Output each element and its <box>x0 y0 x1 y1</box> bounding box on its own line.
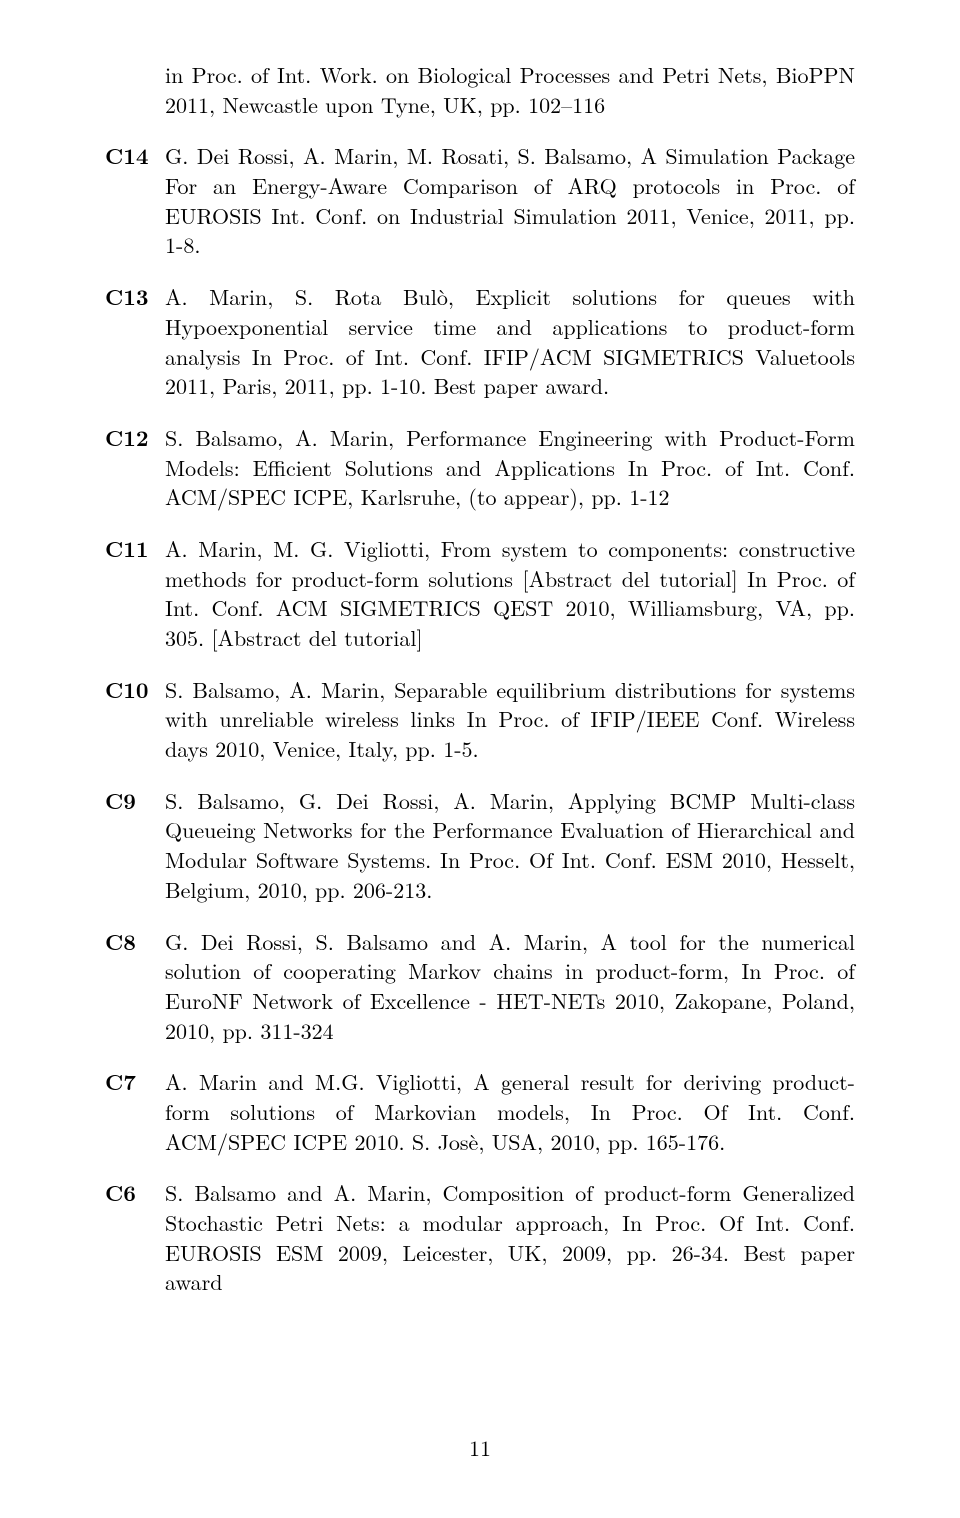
bib-label: C7 <box>105 1067 165 1156</box>
bib-entry-c8: C8 G. Dei Rossi, S. Balsamo and A. Marin… <box>105 927 855 1046</box>
bib-entry-c10: C10 S. Balsamo, A. Marin, Separable equi… <box>105 675 855 764</box>
bib-entry-c14: C14 G. Dei Rossi, A. Marin, M. Rosati, S… <box>105 141 855 260</box>
bib-label: C6 <box>105 1178 165 1297</box>
bib-text: A. Marin, S. Rota Bulò, Explicit solutio… <box>165 282 855 401</box>
bib-text: G. Dei Rossi, S. Balsamo and A. Marin, A… <box>165 927 855 1046</box>
bib-text: G. Dei Rossi, A. Marin, M. Rosati, S. Ba… <box>165 141 855 260</box>
bib-label: C9 <box>105 786 165 905</box>
bib-entry-c6: C6 S. Balsamo and A. Marin, Composition … <box>105 1178 855 1297</box>
continuation-paragraph: in Proc. of Int. Work. on Biological Pro… <box>165 60 855 119</box>
bib-entry-c9: C9 S. Balsamo, G. Dei Rossi, A. Marin, A… <box>105 786 855 905</box>
bib-text: A. Marin and M.G. Vigliotti, A general r… <box>165 1067 855 1156</box>
bib-label: C12 <box>105 423 165 512</box>
bib-entry-c11: C11 A. Marin, M. G. Vigliotti, From syst… <box>105 534 855 653</box>
bib-text: S. Balsamo, A. Marin, Performance Engine… <box>165 423 855 512</box>
bib-text: A. Marin, M. G. Vigliotti, From system t… <box>165 534 855 653</box>
bib-entry-c13: C13 A. Marin, S. Rota Bulò, Explicit sol… <box>105 282 855 401</box>
page: in Proc. of Int. Work. on Biological Pro… <box>0 0 960 1518</box>
bib-entry-c7: C7 A. Marin and M.G. Vigliotti, A genera… <box>105 1067 855 1156</box>
bib-text: S. Balsamo, G. Dei Rossi, A. Marin, Appl… <box>165 786 855 905</box>
bib-text: S. Balsamo, A. Marin, Separable equilibr… <box>165 675 855 764</box>
bib-label: C13 <box>105 282 165 401</box>
bib-label: C8 <box>105 927 165 1046</box>
page-number: 11 <box>0 1433 960 1463</box>
bib-label: C10 <box>105 675 165 764</box>
bib-entry-c12: C12 S. Balsamo, A. Marin, Performance En… <box>105 423 855 512</box>
bib-label: C11 <box>105 534 165 653</box>
bib-text: S. Balsamo and A. Marin, Composition of … <box>165 1178 855 1297</box>
bib-label: C14 <box>105 141 165 260</box>
